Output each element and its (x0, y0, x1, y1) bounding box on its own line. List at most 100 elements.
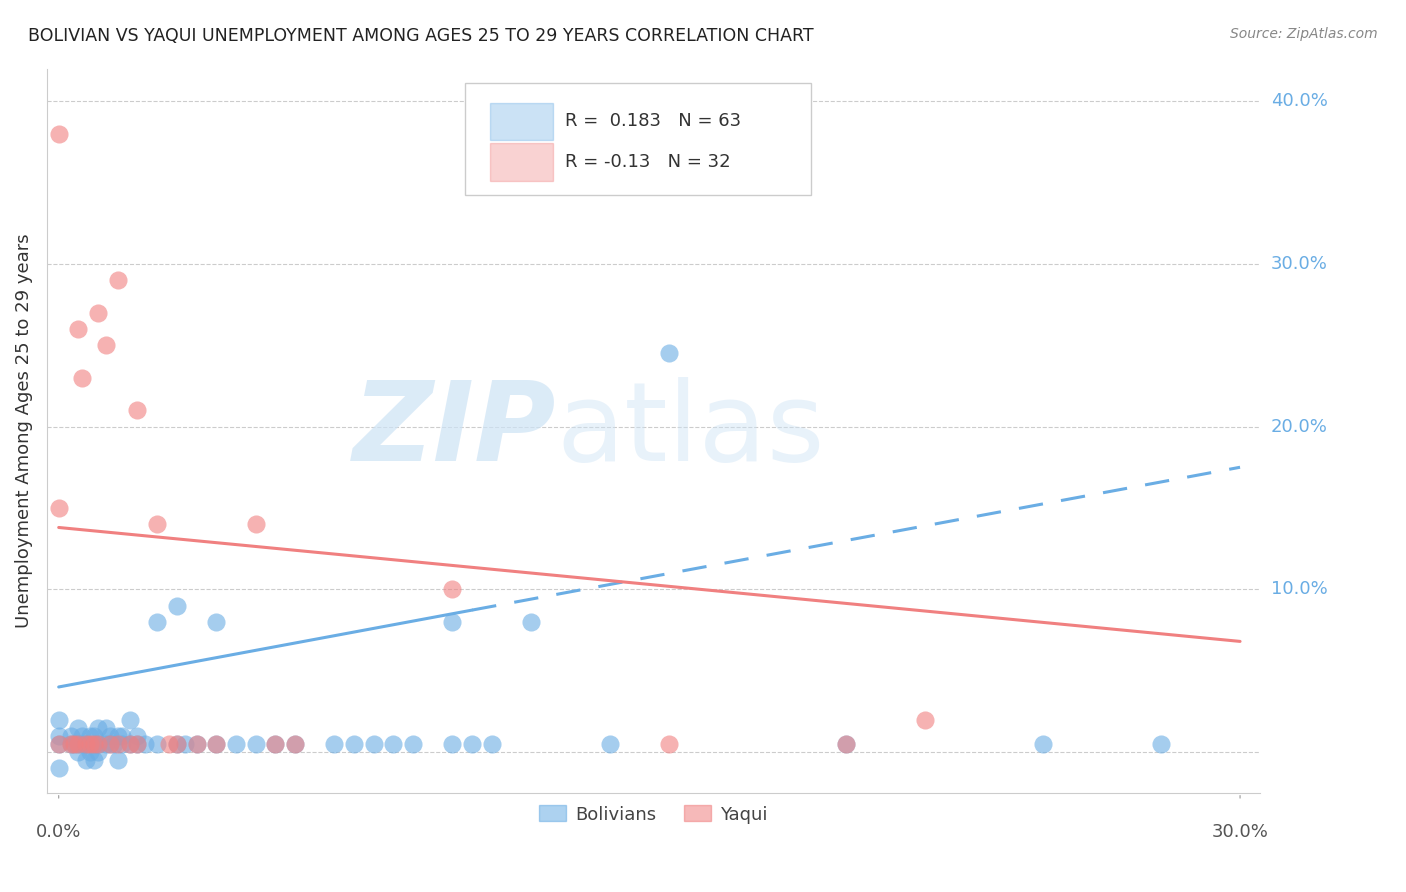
Point (87, 737, 110, 751)
Point (245, 517, 267, 532)
Text: 10.0%: 10.0% (1271, 581, 1327, 599)
Point (382, 737, 405, 751)
Point (94, 737, 117, 751)
Point (914, 713, 936, 727)
Point (79, 729, 101, 743)
Point (72, 370, 94, 384)
Point (134, 737, 156, 751)
Point (157, 737, 180, 751)
Point (146, 615, 169, 629)
Point (59, 729, 82, 743)
Y-axis label: Unemployment Among Ages 25 to 29 years: Unemployment Among Ages 25 to 29 years (15, 234, 32, 628)
Point (59, 737, 82, 751)
Point (118, 737, 141, 751)
Point (94, 338, 117, 352)
Text: Source: ZipAtlas.com: Source: ZipAtlas.com (1230, 27, 1378, 41)
Point (67, 737, 90, 751)
Point (186, 737, 208, 751)
Point (83, 729, 105, 743)
Text: 0.0%: 0.0% (37, 823, 82, 841)
Point (98, 729, 121, 743)
Point (461, 737, 484, 751)
Point (79, 737, 101, 751)
Text: 30.0%: 30.0% (1212, 823, 1268, 841)
Point (173, 737, 195, 751)
Point (98, 737, 121, 751)
Point (75, 753, 97, 767)
Point (402, 737, 425, 751)
Point (245, 737, 267, 751)
Text: 40.0%: 40.0% (1271, 92, 1327, 110)
Point (111, 729, 134, 743)
Point (67, 737, 90, 751)
Point (205, 737, 228, 751)
Point (146, 517, 169, 532)
FancyBboxPatch shape (465, 83, 811, 195)
Point (48, 737, 70, 751)
Point (166, 599, 188, 613)
Point (72, 729, 94, 743)
Point (111, 737, 134, 751)
Point (107, 753, 129, 767)
Point (107, 729, 129, 743)
Point (48, 127, 70, 141)
Point (658, 346, 681, 360)
Text: BOLIVIAN VS YAQUI UNEMPLOYMENT AMONG AGES 25 TO 29 YEARS CORRELATION CHART: BOLIVIAN VS YAQUI UNEMPLOYMENT AMONG AGE… (28, 27, 814, 45)
FancyBboxPatch shape (489, 103, 553, 140)
Point (127, 403, 149, 417)
Text: ZIP: ZIP (353, 377, 557, 484)
Point (59, 737, 82, 751)
Point (481, 737, 503, 751)
Point (127, 737, 149, 751)
Point (127, 737, 149, 751)
Point (441, 737, 464, 751)
Point (118, 713, 141, 727)
Point (441, 615, 464, 629)
Point (83, 753, 105, 767)
Point (441, 582, 464, 597)
FancyBboxPatch shape (489, 143, 553, 181)
Point (599, 737, 621, 751)
Point (103, 737, 125, 751)
Point (186, 737, 208, 751)
Point (48, 737, 70, 751)
Point (835, 737, 858, 751)
Text: 30.0%: 30.0% (1271, 255, 1327, 273)
Point (48, 761, 70, 775)
Point (67, 745, 90, 759)
Point (1150, 737, 1173, 751)
Point (75, 737, 97, 751)
Point (72, 737, 94, 751)
Point (98, 737, 121, 751)
Point (264, 737, 287, 751)
Point (83, 737, 105, 751)
Point (87, 306, 110, 320)
Point (87, 745, 110, 759)
Text: R =  0.183   N = 63: R = 0.183 N = 63 (565, 112, 741, 130)
Point (225, 737, 247, 751)
Point (264, 737, 287, 751)
Point (658, 737, 681, 751)
Point (205, 615, 228, 629)
Point (107, 737, 129, 751)
Point (63, 737, 86, 751)
Point (284, 737, 307, 751)
Point (284, 737, 307, 751)
Point (146, 737, 169, 751)
Point (48, 500, 70, 515)
Point (363, 737, 385, 751)
Point (67, 721, 90, 735)
Point (520, 615, 543, 629)
Legend: Bolivians, Yaqui: Bolivians, Yaqui (531, 798, 775, 830)
Point (67, 322, 90, 336)
Point (118, 737, 141, 751)
Point (48, 729, 70, 743)
Point (87, 737, 110, 751)
Point (94, 721, 117, 735)
Text: 20.0%: 20.0% (1271, 417, 1327, 435)
Point (83, 737, 105, 751)
Point (127, 729, 149, 743)
Point (835, 737, 858, 751)
Point (63, 737, 86, 751)
Point (323, 737, 346, 751)
